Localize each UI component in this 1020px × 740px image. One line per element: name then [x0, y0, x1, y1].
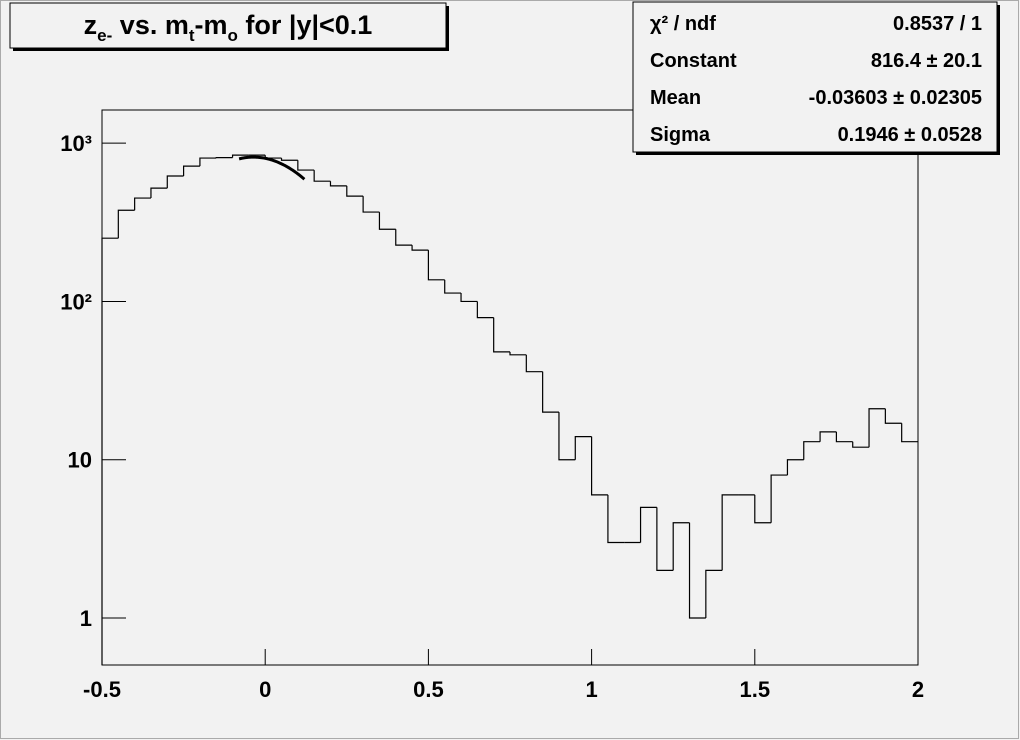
title-subscript: e- [97, 26, 112, 45]
histogram-bin [754, 494, 772, 524]
histogram-bin [786, 459, 804, 476]
y-tick-label: 10³ [60, 131, 92, 156]
histogram-bin [558, 412, 576, 461]
stats-label: Constant [650, 50, 737, 72]
chart-title: ze- vs. mt-mo for |y|<0.1 [84, 10, 373, 45]
x-tick-label: 1.5 [740, 677, 771, 702]
histogram-bin [868, 408, 886, 448]
histogram-bin [460, 293, 478, 303]
title-text: z [84, 10, 98, 40]
histogram-bin [411, 245, 429, 251]
histogram-bin [166, 175, 184, 189]
histogram-bin [493, 317, 510, 353]
histogram-bin [280, 158, 298, 161]
histogram-bin [721, 494, 739, 571]
histogram-bin [672, 522, 690, 571]
y-tick-label: 1 [80, 606, 92, 631]
stats-label: χ² / ndf [650, 13, 716, 35]
fit-curve [238, 155, 306, 181]
stats-value: -0.03603 ± 0.02305 [809, 87, 982, 109]
y-tick-label: 10² [60, 289, 92, 314]
histogram-bin [427, 250, 445, 281]
histogram-bin [313, 170, 331, 182]
title-text: vs. m [112, 10, 189, 40]
histogram-bin [101, 237, 119, 665]
title-text: for |y|<0.1 [238, 10, 372, 40]
y-tick-label: 10 [68, 448, 92, 473]
title-box [9, 2, 447, 49]
histogram-bin [884, 408, 902, 424]
histogram-bin [134, 197, 151, 211]
histogram-bin [803, 441, 821, 460]
histogram-bin [362, 196, 380, 213]
histogram-bin [444, 279, 462, 294]
title-text: -m [195, 10, 228, 40]
histogram-bin [117, 209, 135, 239]
x-tick-label: 0.5 [413, 677, 444, 702]
histogram-bin [901, 423, 918, 443]
title-subscript: t [189, 26, 195, 45]
histogram-bin [297, 160, 315, 171]
stats-label: Mean [650, 87, 701, 109]
histogram-bin [770, 474, 788, 523]
histogram-bin [183, 165, 200, 177]
histogram-bin [639, 506, 657, 543]
stats-box [632, 1, 998, 153]
stats-value: 0.8537 / 1 [893, 13, 982, 35]
histogram-bin [525, 354, 543, 373]
histogram-bin [852, 441, 870, 448]
histogram-bin [574, 436, 592, 460]
histogram-bin [346, 185, 364, 197]
stats-label: Sigma [650, 124, 711, 146]
histogram-bin [199, 157, 217, 167]
histogram-bin [607, 494, 625, 544]
title-subscript: o [228, 26, 238, 45]
histogram-bin [329, 181, 347, 187]
histogram-bin [656, 507, 674, 571]
x-tick-label: 2 [912, 677, 924, 702]
stats-value: 816.4 ± 20.1 [871, 50, 982, 72]
stats-value: 0.1946 ± 0.0528 [838, 124, 982, 146]
histogram-bin [395, 229, 413, 246]
histogram-bin [835, 431, 853, 443]
histogram-bin [476, 301, 494, 319]
histogram-bin [150, 187, 168, 199]
histogram-bin [509, 351, 527, 356]
x-tick-label: 1 [585, 677, 597, 702]
x-tick-label: 0 [259, 677, 271, 702]
x-tick-label: -0.5 [83, 677, 121, 702]
histogram-bin [542, 371, 559, 413]
histogram-bin [231, 154, 249, 158]
histogram-bin [705, 569, 723, 619]
histogram-bin [688, 522, 706, 619]
histogram-bin [819, 431, 837, 442]
plot-frame [101, 109, 919, 666]
histogram-bin [378, 212, 396, 230]
histogram-bin [591, 436, 608, 496]
